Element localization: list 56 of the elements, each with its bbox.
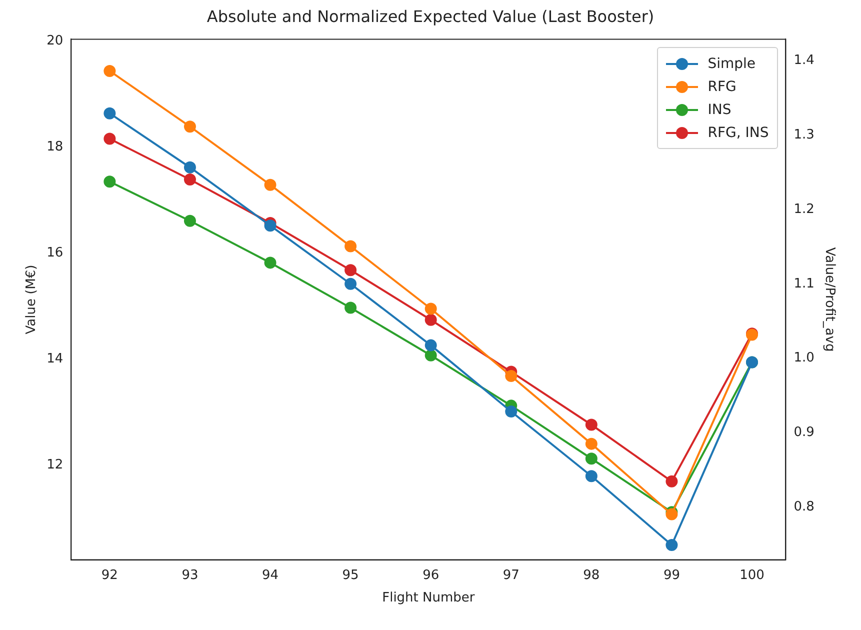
point xyxy=(666,538,678,551)
y-tick-label: 20 xyxy=(46,34,64,49)
x-tick-label: 97 xyxy=(502,568,520,583)
point xyxy=(585,452,598,465)
point xyxy=(104,107,116,120)
point xyxy=(104,176,116,188)
point xyxy=(184,174,196,186)
point xyxy=(104,64,116,77)
y-tick-label: 12 xyxy=(46,457,64,472)
y2-tick-label: 0.8 xyxy=(794,499,814,514)
point xyxy=(585,470,598,482)
legend-label: Simple xyxy=(708,56,756,72)
point xyxy=(184,161,196,174)
point xyxy=(505,370,518,382)
y2-tick-label: 1.3 xyxy=(794,128,814,143)
legend-label: INS xyxy=(708,102,732,118)
point xyxy=(344,278,357,290)
point xyxy=(424,314,437,326)
y-axis-title: Value (M€) xyxy=(24,264,40,334)
point xyxy=(264,220,276,232)
y2-axis-title: Value/Profit_avg xyxy=(822,247,837,352)
point xyxy=(505,406,518,418)
y2-tick-label: 1.1 xyxy=(794,276,814,292)
x-axis-title: Flight Number xyxy=(382,590,476,606)
point xyxy=(585,438,598,450)
point xyxy=(424,349,437,362)
point xyxy=(264,178,276,191)
point xyxy=(424,339,437,352)
x-tick-label: 95 xyxy=(342,568,359,583)
point xyxy=(104,132,116,145)
point xyxy=(184,120,196,133)
x-tick-label: 96 xyxy=(422,568,440,583)
y2-tick-label: 1.2 xyxy=(794,202,814,217)
y-tick-label: 18 xyxy=(46,140,64,155)
y2-tick-label: 1.4 xyxy=(794,53,814,68)
point xyxy=(666,475,678,488)
point xyxy=(344,240,357,252)
point xyxy=(344,264,357,276)
point xyxy=(344,302,357,314)
legend-label: RFG xyxy=(708,78,736,95)
point xyxy=(585,418,598,431)
x-tick-label: 100 xyxy=(740,568,764,583)
x-tick-label: 93 xyxy=(182,568,198,583)
point xyxy=(424,302,437,315)
point xyxy=(264,256,276,269)
point xyxy=(184,214,196,227)
x-tick-label: 92 xyxy=(101,568,118,583)
y2-tick-label: 1.0 xyxy=(794,350,814,366)
y2-tick-label: 0.9 xyxy=(794,425,814,440)
x-tick-label: 99 xyxy=(663,568,680,583)
y-tick-label: 16 xyxy=(46,246,64,261)
y-tick-label: 14 xyxy=(46,351,64,366)
x-tick-label: 98 xyxy=(583,568,600,583)
legend-label: RFG, INS xyxy=(708,124,769,141)
x-tick-label: 94 xyxy=(262,568,279,583)
chart-title: Absolute and Normalized Expected Value (Last Booster) xyxy=(206,6,654,26)
